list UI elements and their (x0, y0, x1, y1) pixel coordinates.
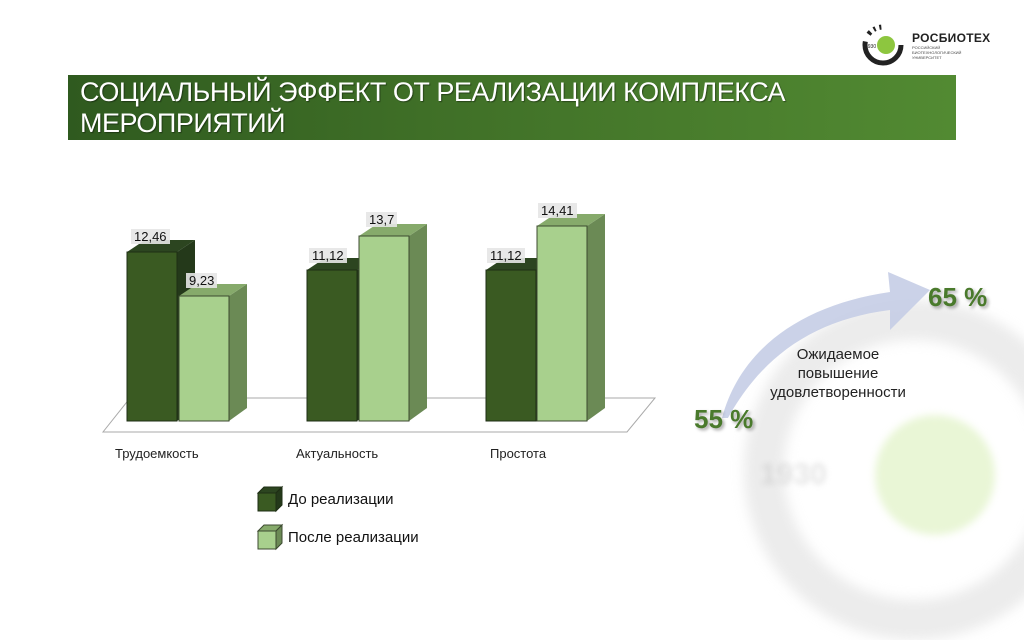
curved-arrow-icon (722, 272, 930, 418)
value-label: 11,12 (309, 248, 347, 263)
background-green-circle (875, 415, 995, 535)
value-label: 12,46 (131, 229, 170, 244)
value-label: 13,7 (366, 212, 398, 227)
legend-label: После реализации (288, 528, 419, 546)
value-label: 14,41 (538, 203, 577, 218)
legend-item-before: До реализации (256, 480, 419, 518)
chart-plot-area (101, 214, 657, 433)
bar-aktualnost-after (358, 224, 427, 422)
bar-prostota-after (536, 214, 605, 422)
current-percent: 55 % (694, 404, 754, 434)
caption-line: Ожидаемое (796, 346, 880, 363)
dark-green-cube-icon (256, 485, 284, 513)
legend-label: До реализации (288, 490, 394, 508)
bar-trudoemkost-after (178, 284, 247, 422)
category-label: Трудоемкость (115, 446, 199, 461)
chart-floor (101, 397, 657, 433)
background-year-watermark: 1930 (760, 458, 827, 491)
legend-item-after: После реализации (256, 518, 419, 556)
title-banner: СОЦИАЛЬНЫЙ ЭФФЕКТ ОТ РЕАЛИЗАЦИИ КОМПЛЕКС… (68, 75, 956, 140)
target-percent: 65 % (928, 282, 988, 312)
logo-emblem-icon: 1930 (862, 24, 904, 66)
page-title-line2: МЕРОПРИЯТИЙ (80, 108, 286, 138)
logo-subtitle: РОССИЙСКИЙ БИОТЕХНОЛОГИЧЕСКИЙ УНИВЕРСИТЕ… (912, 44, 962, 60)
page-title-line1: СОЦИАЛЬНЫЙ ЭФФЕКТ ОТ РЕАЛИЗАЦИИ КОМПЛЕКС… (80, 77, 786, 107)
bar-chart: 12,46 9,23 11,12 13,7 11,12 14,41 Трудое… (101, 203, 657, 461)
light-green-cube-icon (256, 523, 284, 551)
category-label: Простота (490, 446, 547, 461)
caption-line: удовлетворенности (770, 384, 906, 401)
value-label: 11,12 (487, 248, 525, 263)
value-label: 9,23 (186, 273, 218, 288)
category-label: Актуальность (296, 446, 379, 461)
svg-text:1930: 1930 (865, 44, 876, 50)
chart-legend: До реализации После реализации (256, 480, 419, 556)
caption-line: повышение (797, 365, 879, 382)
logo-name: РОСБИОТЕХ (912, 30, 991, 45)
university-logo: 1930 РОСБИОТЕХ РОССИЙСКИЙ БИОТЕХНОЛОГИЧЕ… (862, 24, 990, 66)
satisfaction-caption: Ожидаемое повышение удовлетворенности (748, 345, 928, 402)
